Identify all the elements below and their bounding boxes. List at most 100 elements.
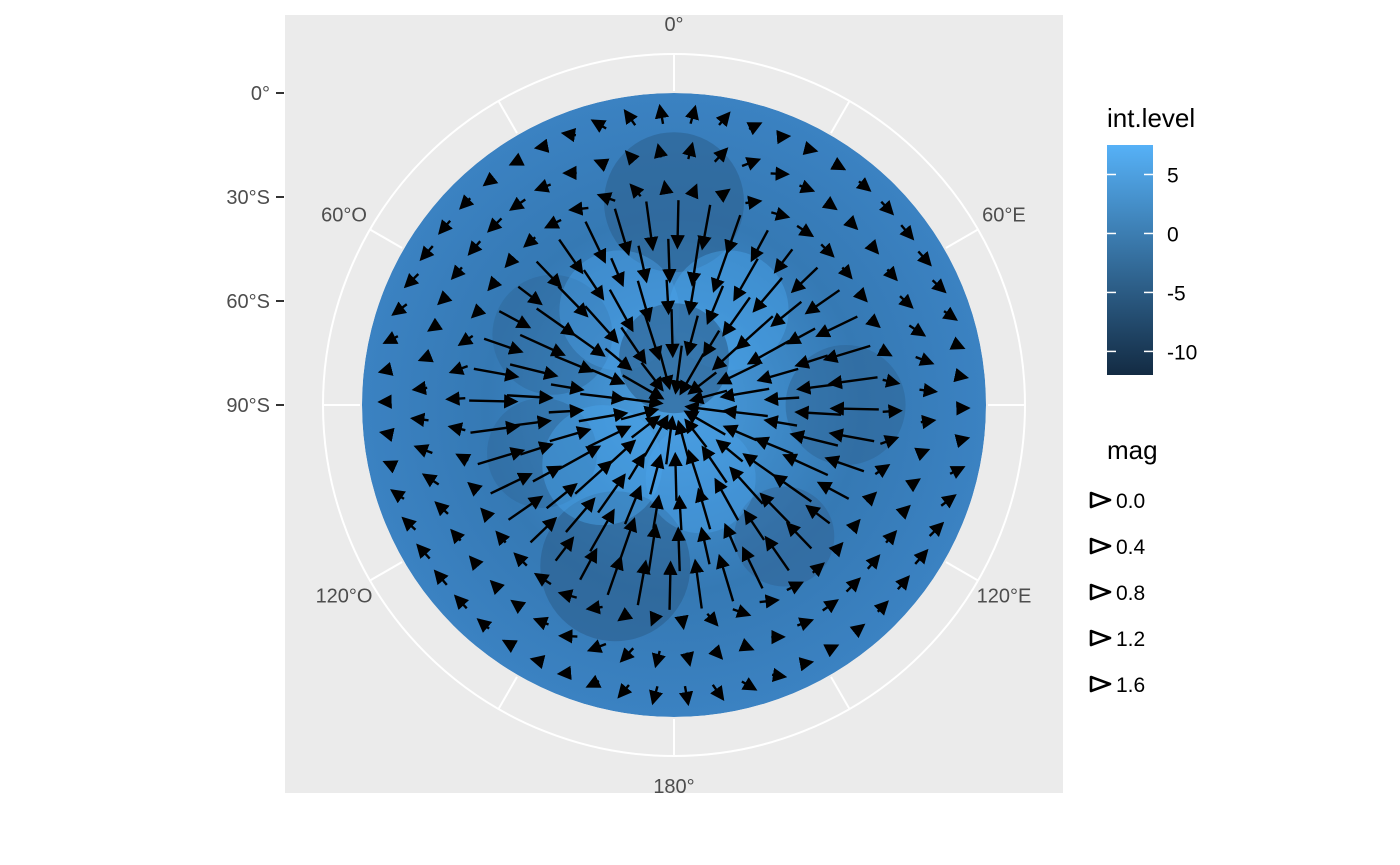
- vector-arrow: [746, 339, 790, 365]
- grid-radial-line: [497, 676, 518, 710]
- mag-key-arrow: [1089, 629, 1112, 647]
- mag-legend: mag 0.0 0.4 0.8 1.2 1.6: [1089, 435, 1158, 697]
- vector-arrow: [802, 140, 819, 155]
- vector-arrow: [928, 521, 945, 537]
- vector-arrow: [580, 390, 627, 405]
- vector-arrow: [695, 487, 712, 530]
- vector-arrow: [776, 129, 792, 145]
- vector-arrow: [473, 367, 520, 382]
- vector-arrow: [586, 639, 607, 653]
- vector-arrow: [604, 347, 633, 371]
- vector-arrow: [578, 408, 629, 423]
- vector-arrow: [845, 518, 861, 535]
- vector-arrow: [401, 516, 417, 532]
- vector-arrow: [509, 196, 526, 211]
- vector-arrow: [689, 558, 705, 609]
- vector-arrow: [949, 466, 966, 479]
- vector-arrow: [504, 252, 520, 269]
- vector-arrow: [629, 183, 645, 199]
- vector-arrow: [895, 575, 910, 591]
- grid-radial-line: [369, 228, 403, 249]
- vector-arrow: [763, 415, 798, 430]
- vector-arrow: [558, 445, 602, 471]
- vector-arrow: [421, 473, 440, 488]
- colorbar-label: 5: [1167, 164, 1179, 187]
- y-tick-label: 60°S: [226, 291, 270, 313]
- vector-arrow: [549, 426, 592, 443]
- longitude-label: 60°E: [982, 205, 1026, 227]
- vector-arrow: [732, 604, 752, 618]
- vector-arrow: [819, 242, 835, 258]
- vector-arrow: [596, 192, 616, 206]
- vector-arrow: [741, 157, 762, 171]
- vector-arrow: [507, 495, 544, 521]
- mag-key-label: 0.8: [1116, 582, 1145, 605]
- vector-arrow: [703, 611, 719, 627]
- vector-arrow: [590, 368, 626, 386]
- vector-arrow: [490, 472, 533, 495]
- vector-arrow: [786, 581, 804, 595]
- vector-arrow: [805, 504, 831, 525]
- vector-arrow: [649, 494, 664, 529]
- vector-arrow: [636, 559, 651, 606]
- longitude-label: 60°O: [321, 205, 367, 227]
- vector-arrow: [882, 404, 903, 419]
- vector-arrow: [723, 522, 738, 553]
- vector-arrow: [622, 374, 665, 400]
- mag-key-label: 0.4: [1116, 536, 1146, 559]
- vector-arrow: [557, 589, 578, 604]
- colorbar-label: 0: [1167, 223, 1179, 246]
- vector-arrow: [914, 447, 931, 462]
- vector-arrow: [662, 238, 677, 284]
- vector-arrow: [714, 188, 731, 203]
- mag-key-label: 1.6: [1116, 674, 1145, 697]
- vector-arrow: [722, 424, 758, 442]
- vector-arrow: [913, 548, 929, 565]
- vector-arrow: [651, 650, 666, 669]
- vector-arrow: [489, 579, 505, 596]
- colorbar-label: -5: [1167, 282, 1186, 305]
- vector-arrow: [798, 657, 815, 672]
- vector-arrow: [683, 410, 726, 436]
- vector-arrow: [377, 361, 394, 376]
- polar-grid: [322, 53, 1026, 757]
- vector-arrow: [789, 430, 839, 447]
- vector-arrow: [585, 674, 602, 688]
- vector-arrow: [636, 245, 651, 284]
- vector-arrow: [433, 569, 449, 586]
- vector-arrow: [589, 508, 615, 552]
- vector-arrow: [763, 391, 800, 407]
- grid-radial-line: [497, 100, 518, 134]
- vector-arrow: [620, 326, 647, 365]
- vector-arrow: [627, 452, 646, 481]
- vector-arrow: [940, 494, 957, 509]
- vector-arrow: [457, 331, 474, 346]
- vector-arrow: [821, 196, 838, 211]
- vector-arrow: [565, 497, 596, 533]
- int-level-legend: int.level 5 0 -5 -10: [1107, 103, 1197, 375]
- vector-arrow: [682, 141, 697, 160]
- vector-arrow: [668, 451, 683, 501]
- vector-arrow: [670, 200, 685, 250]
- vector-arrow: [855, 177, 872, 192]
- vector-arrow: [597, 473, 626, 514]
- vector-arrow: [617, 682, 633, 699]
- vector-arrow: [438, 219, 453, 235]
- vector-arrow: [560, 127, 577, 143]
- vector-arrow: [741, 546, 764, 589]
- grid-radial-line: [369, 561, 403, 582]
- field-patch: [619, 303, 729, 414]
- vector-arrow: [519, 333, 566, 357]
- longitude-label: 180°: [653, 776, 694, 798]
- colorbar-label: -10: [1167, 341, 1197, 364]
- colorbar: [1107, 145, 1153, 375]
- vector-arrow: [845, 577, 861, 593]
- vector-arrow: [815, 315, 858, 338]
- vector-arrow: [579, 547, 598, 581]
- vector-arrow: [617, 607, 634, 622]
- vector-arrow: [830, 157, 847, 171]
- vector-arrow: [864, 238, 880, 255]
- vector-arrow: [882, 529, 898, 546]
- vector-arrow: [753, 436, 794, 456]
- vector-arrow: [585, 600, 603, 615]
